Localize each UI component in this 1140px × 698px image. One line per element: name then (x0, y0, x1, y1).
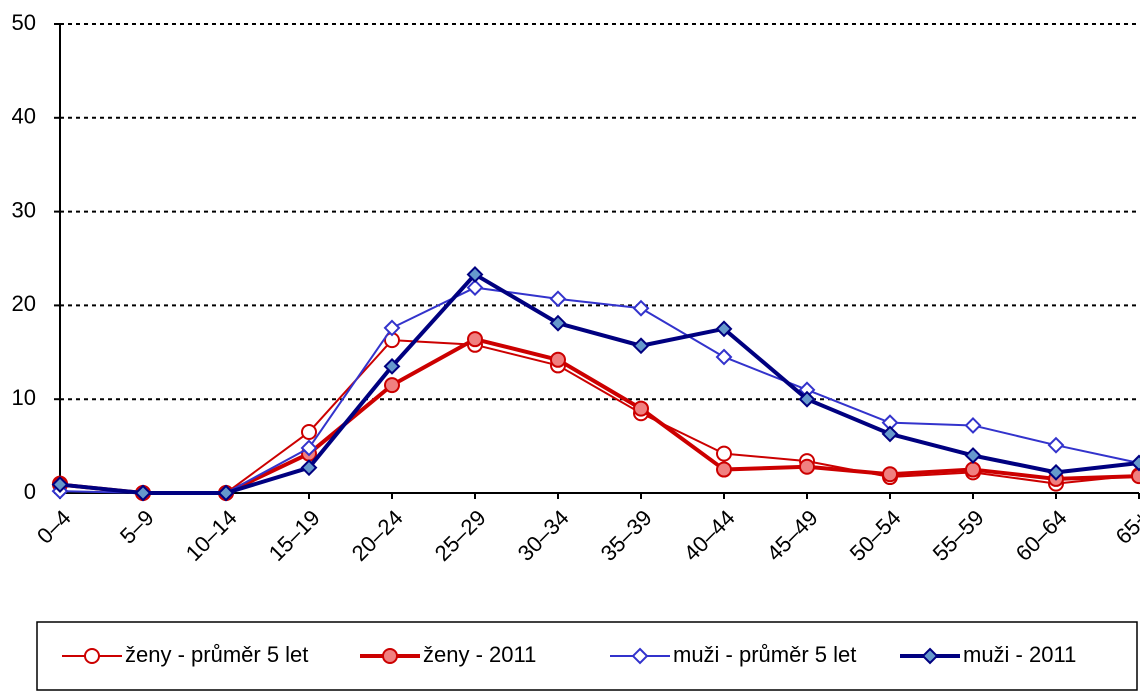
y-tick-label: 50 (12, 10, 36, 35)
legend-label: muži - průměr 5 let (673, 642, 856, 667)
legend-marker (84, 648, 100, 664)
x-tick-label: 25–29 (430, 505, 491, 566)
y-tick-label: 0 (24, 479, 36, 504)
x-tick-label: 45–49 (762, 505, 823, 566)
data-point (300, 459, 318, 477)
data-point (882, 466, 898, 483)
x-tick-label: 55–59 (928, 505, 989, 566)
x-tick-label: 10–14 (181, 505, 242, 566)
x-tick-label: 50–54 (845, 505, 906, 566)
data-point (632, 337, 650, 355)
data-point (1047, 463, 1065, 481)
data-point (716, 445, 732, 462)
series-line (59, 286, 1140, 494)
data-point (881, 425, 899, 443)
data-point (51, 476, 69, 493)
data-point (134, 484, 152, 502)
data-point (1131, 468, 1140, 485)
x-tick-label: 20–24 (347, 505, 408, 566)
data-point (466, 266, 484, 283)
data-point (384, 377, 400, 394)
x-tick-label: 5–9 (115, 505, 159, 549)
x-tick-label: 60–64 (1011, 505, 1072, 566)
x-tick-label: 35–39 (596, 505, 657, 566)
legend-marker (382, 648, 398, 664)
series-line (59, 339, 1140, 494)
data-point (300, 439, 318, 457)
data-point (715, 320, 733, 338)
legend-box (36, 621, 1138, 691)
data-point (301, 424, 317, 441)
data-point (467, 331, 483, 348)
data-point (1130, 454, 1140, 472)
data-point (715, 348, 733, 366)
legend-marker (921, 647, 939, 665)
y-tick-label: 40 (12, 104, 36, 129)
legend-label: ženy - 2011 (423, 642, 536, 667)
data-point (466, 279, 484, 296)
data-point (798, 390, 816, 408)
data-point (549, 290, 567, 308)
x-tick-label: 15–19 (264, 505, 325, 566)
series-line (59, 272, 1140, 495)
data-point (217, 484, 235, 502)
data-point (549, 314, 567, 332)
y-tick-label: 30 (12, 197, 36, 222)
data-point (550, 351, 566, 368)
data-point (383, 319, 401, 337)
legend-marker (631, 647, 649, 665)
legend-label: ženy - průměr 5 let (125, 642, 308, 667)
y-tick-label: 20 (12, 291, 36, 316)
data-point (964, 447, 982, 464)
data-point (716, 461, 732, 478)
data-point (1047, 436, 1065, 454)
data-point (383, 357, 401, 375)
data-point (632, 299, 650, 317)
legend-label: muži - 2011 (963, 642, 1076, 667)
y-tick-label: 10 (12, 385, 36, 410)
x-tick-label: 0–4 (32, 505, 76, 549)
data-point (633, 400, 649, 417)
data-point (964, 417, 982, 434)
x-tick-label: 65+ (1111, 505, 1140, 549)
x-tick-label: 40–44 (679, 505, 740, 566)
data-point (965, 461, 981, 478)
data-point (799, 458, 815, 475)
x-tick-label: 30–34 (513, 505, 574, 566)
